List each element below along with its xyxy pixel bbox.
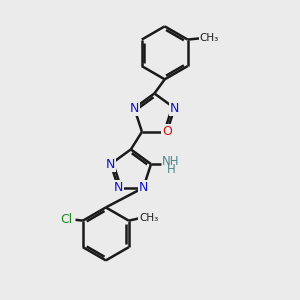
Text: N: N [170,102,179,115]
Text: NH: NH [162,155,179,168]
Text: N: N [130,102,139,115]
Text: CH₃: CH₃ [139,213,158,223]
Text: N: N [106,158,116,171]
Text: N: N [139,181,148,194]
Text: O: O [162,125,172,138]
Text: H: H [167,163,175,176]
Text: N: N [114,181,123,194]
Text: CH₃: CH₃ [200,33,219,43]
Text: Cl: Cl [60,213,72,226]
